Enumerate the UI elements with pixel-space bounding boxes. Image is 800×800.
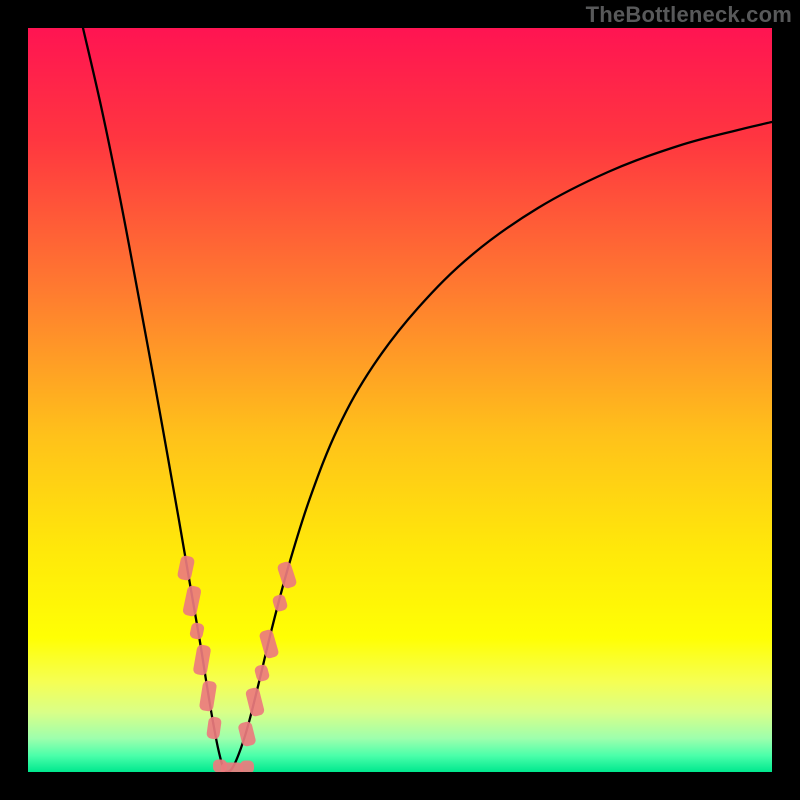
plot-area	[28, 28, 772, 772]
watermark-label: TheBottleneck.com	[586, 2, 792, 28]
chart-frame: TheBottleneck.com	[0, 0, 800, 800]
chart-svg	[28, 28, 772, 772]
